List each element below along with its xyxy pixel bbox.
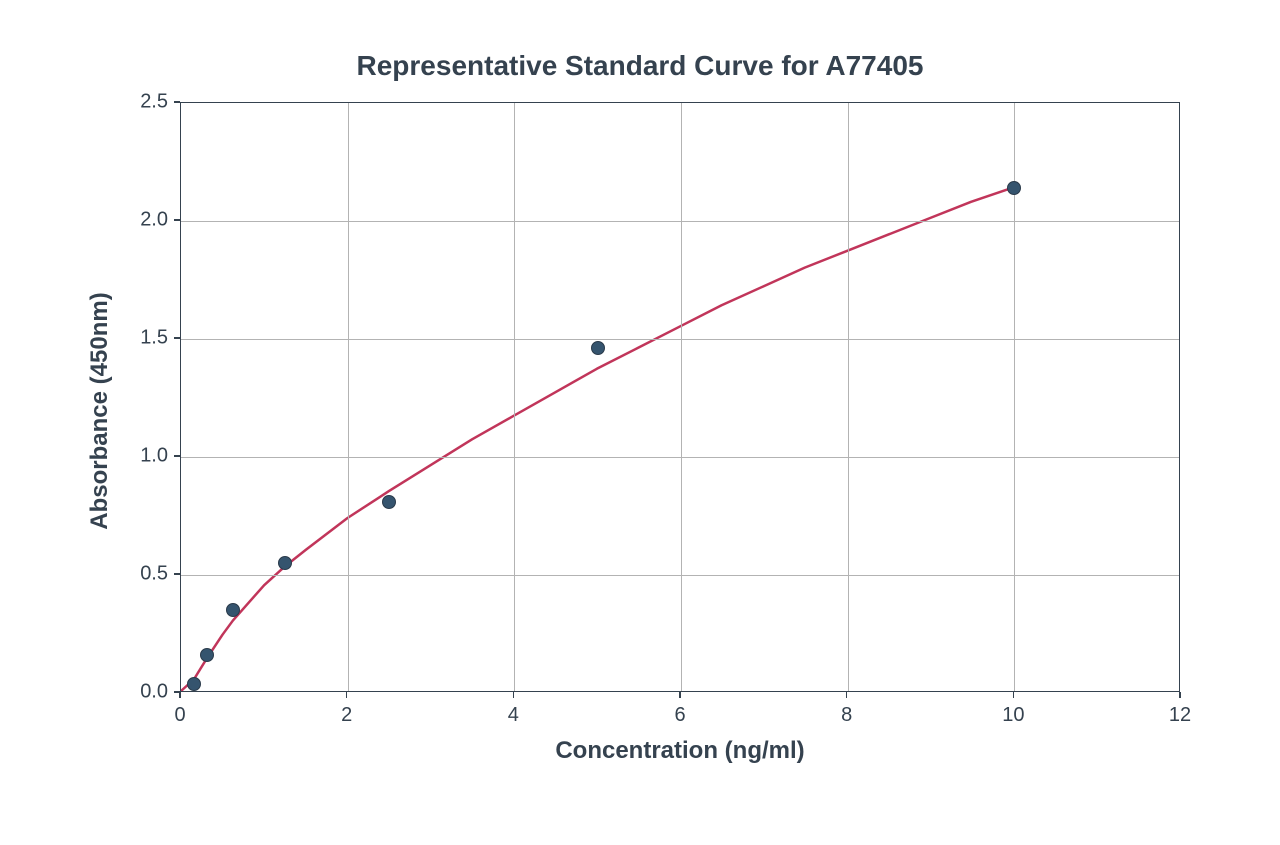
y-tick-mark xyxy=(174,337,180,339)
data-point xyxy=(187,677,201,691)
y-tick-label: 1.5 xyxy=(120,327,168,350)
chart-title: Representative Standard Curve for A77405 xyxy=(60,50,1220,82)
x-tick-label: 6 xyxy=(674,704,685,727)
x-tick-mark xyxy=(846,692,848,698)
y-tick-mark xyxy=(174,455,180,457)
x-tick-label: 12 xyxy=(1169,704,1191,727)
x-tick-mark xyxy=(1013,692,1015,698)
y-tick-label: 2.5 xyxy=(120,91,168,114)
data-point xyxy=(278,556,292,570)
grid-line-horizontal xyxy=(181,221,1179,222)
y-tick-mark xyxy=(174,573,180,575)
grid-line-vertical xyxy=(514,103,515,691)
chart-container: Representative Standard Curve for A77405… xyxy=(60,50,1220,810)
data-point xyxy=(200,648,214,662)
y-tick-label: 0.0 xyxy=(120,681,168,704)
x-tick-label: 8 xyxy=(841,704,852,727)
y-tick-label: 2.0 xyxy=(120,209,168,232)
y-tick-mark xyxy=(174,219,180,221)
x-tick-mark xyxy=(1179,692,1181,698)
x-tick-label: 4 xyxy=(508,704,519,727)
y-axis-label: Absorbance (450nm) xyxy=(86,292,114,529)
grid-line-horizontal xyxy=(181,339,1179,340)
data-point xyxy=(382,495,396,509)
y-tick-mark xyxy=(174,691,180,693)
grid-line-vertical xyxy=(348,103,349,691)
plot-area xyxy=(180,102,1180,692)
curve-line xyxy=(181,103,1179,691)
y-tick-label: 1.0 xyxy=(120,445,168,468)
y-tick-mark xyxy=(174,101,180,103)
x-tick-label: 2 xyxy=(341,704,352,727)
plot-wrapper: Absorbance (450nm) Concentration (ng/ml)… xyxy=(180,102,1220,692)
data-point xyxy=(1007,181,1021,195)
x-tick-mark xyxy=(179,692,181,698)
grid-line-vertical xyxy=(681,103,682,691)
data-point xyxy=(591,341,605,355)
grid-line-horizontal xyxy=(181,457,1179,458)
x-tick-label: 10 xyxy=(1002,704,1024,727)
x-tick-mark xyxy=(679,692,681,698)
grid-line-vertical xyxy=(848,103,849,691)
y-tick-label: 0.5 xyxy=(120,563,168,586)
x-tick-label: 0 xyxy=(174,704,185,727)
grid-line-horizontal xyxy=(181,575,1179,576)
data-point xyxy=(226,603,240,617)
x-tick-mark xyxy=(513,692,515,698)
x-tick-mark xyxy=(346,692,348,698)
x-axis-label: Concentration (ng/ml) xyxy=(180,737,1180,765)
